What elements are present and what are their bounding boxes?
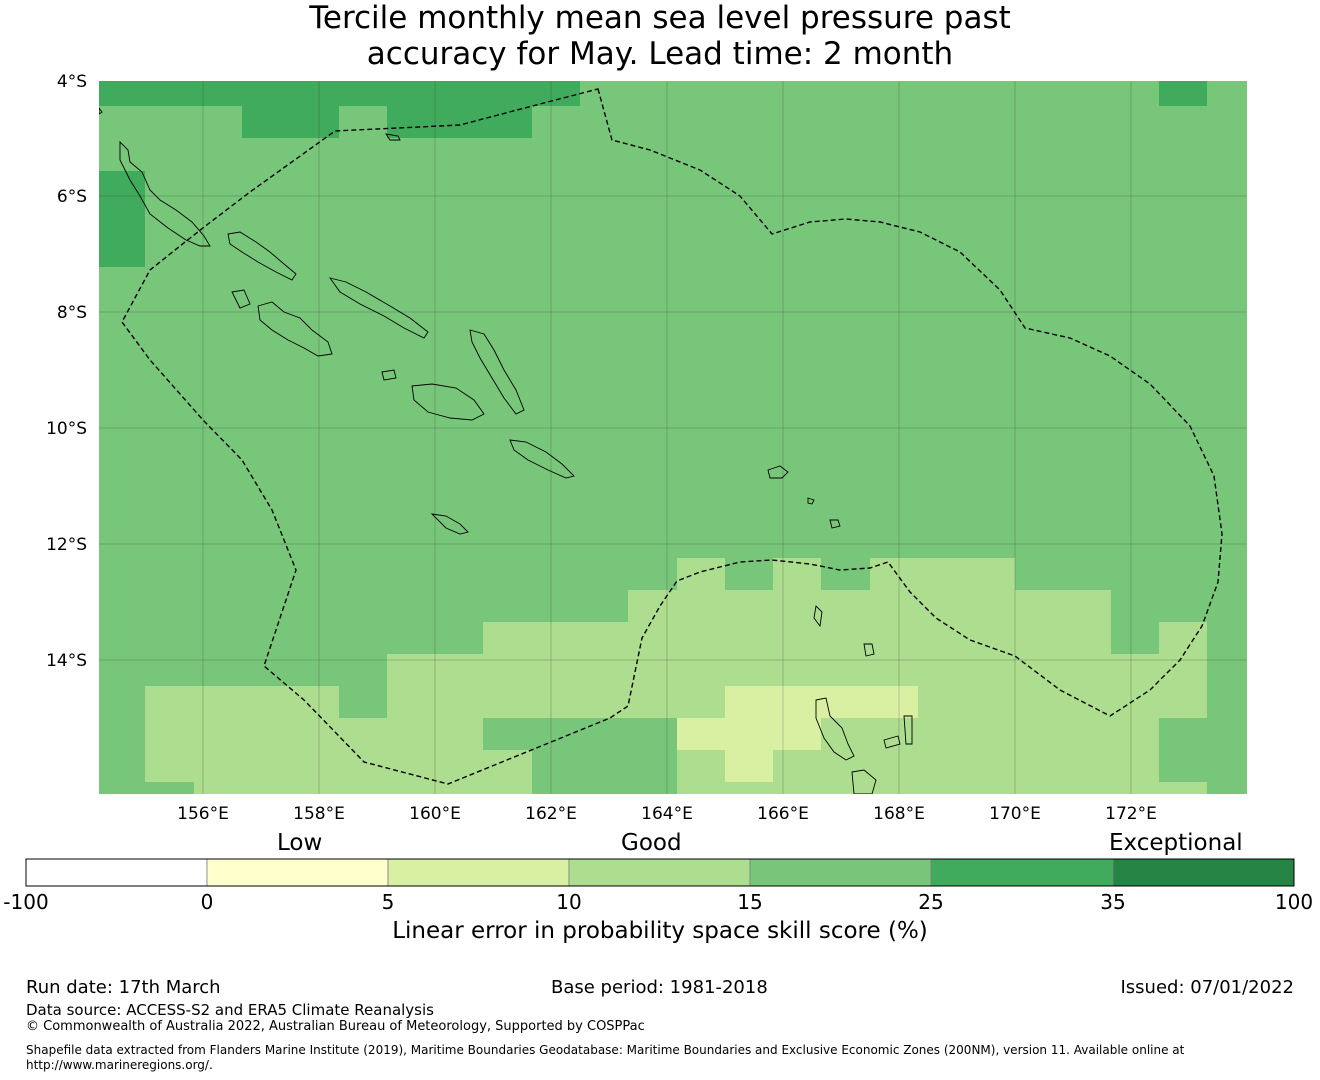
colorbar-tick-35: 35 <box>1100 890 1126 914</box>
colorbar-segment-4 <box>568 858 751 887</box>
island-espiritu-santo <box>815 697 855 761</box>
colorbar-tick-15: 15 <box>737 890 763 914</box>
colorbar-title: Linear error in probability space skill … <box>392 918 928 944</box>
coastlines <box>99 107 913 794</box>
island-rennell <box>430 513 469 535</box>
colorbar-tick-minus100: -100 <box>3 890 49 914</box>
shapefile-credit-line-1: Shapefile data extracted from Flanders M… <box>26 1043 1185 1057</box>
lon-axis: 156°E 158°E 160°E 162°E 164°E 166°E 168°… <box>177 804 1157 824</box>
colorbar-label-low: Low <box>277 830 323 856</box>
island-bougainville <box>119 140 211 247</box>
skill-patch-e <box>99 654 194 794</box>
lat-label-12s: 12°S <box>46 535 87 555</box>
colorbar-label-exceptional: Exceptional <box>1109 830 1243 856</box>
map-title: Tercile monthly mean sea level pressure … <box>0 0 1320 72</box>
skill-patch-c <box>483 718 677 794</box>
copyright: © Commonwealth of Australia 2022, Austra… <box>26 1019 645 1034</box>
skill-patch-d <box>1159 718 1247 794</box>
island-torres <box>813 605 823 628</box>
island-malaita <box>469 329 525 415</box>
island-santa-isabel <box>328 277 429 339</box>
colorbar-tick-100: 100 <box>1274 890 1314 914</box>
island-banks <box>863 643 875 657</box>
skill-region-low <box>677 686 918 782</box>
island-choiseul <box>227 231 297 281</box>
run-date: Run date: 17th March <box>26 977 221 998</box>
lat-label-10s: 10°S <box>46 419 87 439</box>
colorbar-segment-1 <box>25 858 208 887</box>
issued-date: Issued: 07/01/2022 <box>1120 977 1294 998</box>
skill-patch-b <box>821 558 870 590</box>
skill-region-very-good-west <box>99 171 145 267</box>
lat-label-8s: 8°S <box>57 303 87 323</box>
map-area <box>99 81 1247 794</box>
title-line-2: accuracy for May. Lead time: 2 month <box>366 36 954 72</box>
island-utupua <box>807 497 815 505</box>
colorbar-label-good: Good <box>621 830 682 856</box>
island-west-edge <box>99 107 103 115</box>
skill-region-good-south <box>145 558 1247 794</box>
lat-axis: 4°S 6°S 8°S 10°S 12°S 14°S <box>46 72 87 671</box>
colorbar-segment-6 <box>930 858 1114 887</box>
island-new-georgia <box>257 301 333 357</box>
eez-boundary <box>121 88 1223 785</box>
lon-label-156e: 156°E <box>177 804 229 824</box>
island-vella <box>231 289 251 309</box>
skill-region-very-good-north <box>99 81 580 138</box>
skill-patch-a <box>725 558 773 590</box>
island-ontong <box>385 133 401 141</box>
lat-label-14s: 14°S <box>46 651 87 671</box>
lon-label-172e: 172°E <box>1105 804 1157 824</box>
colorbar <box>25 858 1295 887</box>
lat-label-6s: 6°S <box>57 187 87 207</box>
island-guadalcanal <box>411 383 485 421</box>
island-makira <box>509 439 575 479</box>
lon-label-166e: 166°E <box>757 804 809 824</box>
lon-label-162e: 162°E <box>525 804 577 824</box>
island-vanikoro <box>829 519 841 529</box>
lon-label-164e: 164°E <box>641 804 693 824</box>
title-line-1: Tercile monthly mean sea level pressure … <box>309 0 1011 36</box>
colorbar-tick-5: 5 <box>381 890 395 914</box>
island-malekula <box>851 769 877 794</box>
base-period: Base period: 1981-2018 <box>551 977 768 998</box>
lon-label-160e: 160°E <box>409 804 461 824</box>
island-florida <box>381 369 397 381</box>
island-nendo <box>767 465 789 479</box>
island-maewo <box>903 715 913 745</box>
lon-label-170e: 170°E <box>989 804 1041 824</box>
colorbar-tick-10: 10 <box>556 890 582 914</box>
shapefile-credit-line-2: http://www.marineregions.org/. <box>26 1058 213 1072</box>
data-source: Data source: ACCESS-S2 and ERA5 Climate … <box>26 1001 434 1019</box>
island-ambae <box>883 735 901 749</box>
lat-label-4s: 4°S <box>57 72 87 92</box>
colorbar-tick-0: 0 <box>200 890 214 914</box>
lon-label-158e: 158°E <box>293 804 345 824</box>
colorbar-tick-25: 25 <box>918 890 944 914</box>
colorbar-segment-3 <box>387 858 570 887</box>
lon-label-168e: 168°E <box>873 804 925 824</box>
colorbar-segment-5 <box>749 858 932 887</box>
colorbar-segment-7 <box>1112 858 1295 887</box>
gridlines <box>99 81 1247 794</box>
skill-region-very-good-east <box>1159 81 1207 106</box>
colorbar-segment-2 <box>206 858 389 887</box>
skill-map: 4°S 6°S 8°S 10°S 12°S 14°S 156°E 158°E 1… <box>46 72 1247 824</box>
